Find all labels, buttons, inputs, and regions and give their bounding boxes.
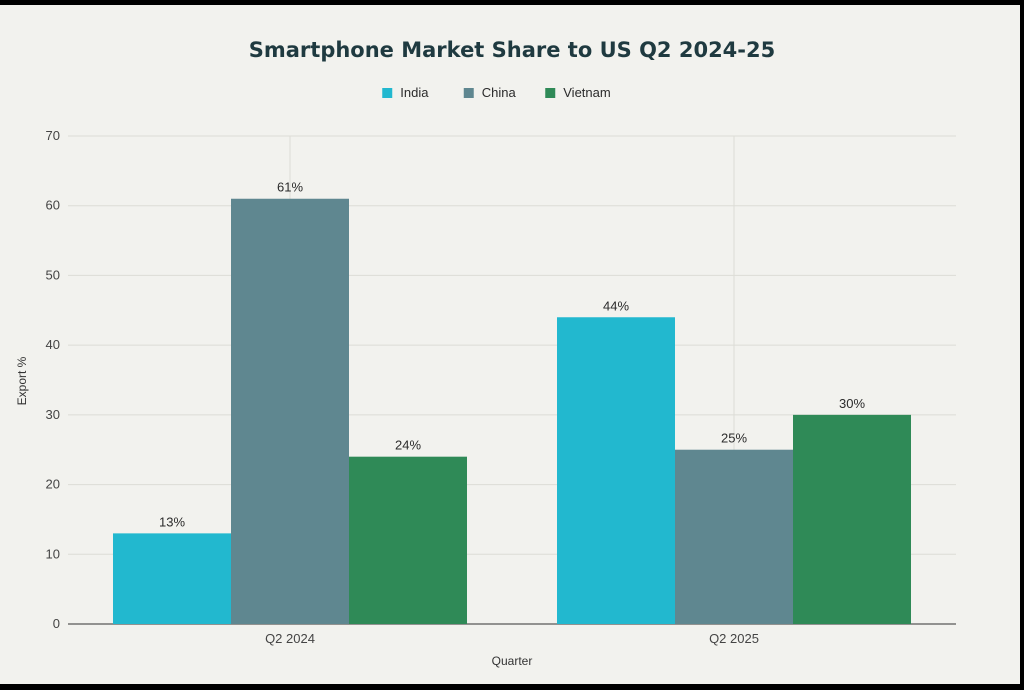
- chart-frame: Smartphone Market Share to US Q2 2024-25…: [0, 5, 1020, 684]
- legend: India China Vietnam: [382, 85, 611, 100]
- x-axis-title: Quarter: [492, 654, 533, 668]
- y-tick-label: 40: [46, 337, 60, 352]
- y-tick-label: 60: [46, 198, 60, 213]
- bar-vietnam-2: [793, 414, 911, 624]
- legend-label-india: India: [400, 85, 429, 100]
- data-label: 13%: [159, 514, 185, 529]
- bar-india-1: [113, 533, 231, 624]
- data-labels: 13% 61% 24% 44% 25% 30%: [159, 180, 865, 530]
- chart-title: Smartphone Market Share to US Q2 2024-25: [249, 38, 776, 62]
- y-tick-label: 10: [46, 546, 60, 561]
- x-tick-label: Q2 2024: [265, 631, 315, 646]
- bar-chart: Smartphone Market Share to US Q2 2024-25…: [15, 38, 956, 668]
- bars: [113, 198, 911, 624]
- x-tick-label: Q2 2025: [709, 631, 759, 646]
- data-label: 24%: [395, 438, 421, 453]
- legend-swatch-india: [382, 88, 393, 98]
- legend-label-china: China: [482, 85, 517, 100]
- legend-swatch-vietnam: [545, 88, 556, 98]
- data-label: 61%: [277, 180, 303, 195]
- x-axis-ticks: Q2 2024 Q2 2025: [265, 631, 759, 646]
- y-tick-label: 30: [46, 407, 60, 422]
- y-axis-ticks: 0 10 20 30 40 50 60 70: [46, 128, 60, 631]
- bar-china-2: [675, 449, 793, 624]
- legend-swatch-china: [463, 88, 474, 98]
- data-label: 30%: [839, 396, 865, 411]
- legend-label-vietnam: Vietnam: [563, 85, 610, 100]
- y-tick-label: 20: [46, 477, 60, 492]
- y-tick-label: 50: [46, 267, 60, 282]
- y-tick-label: 70: [46, 128, 60, 143]
- y-tick-label: 0: [53, 616, 60, 631]
- bar-china-1: [231, 198, 349, 624]
- data-label: 25%: [721, 431, 747, 446]
- data-label: 44%: [603, 298, 629, 313]
- bar-india-2: [557, 317, 675, 624]
- y-axis-title: Export %: [15, 356, 29, 405]
- bar-vietnam-1: [349, 456, 467, 624]
